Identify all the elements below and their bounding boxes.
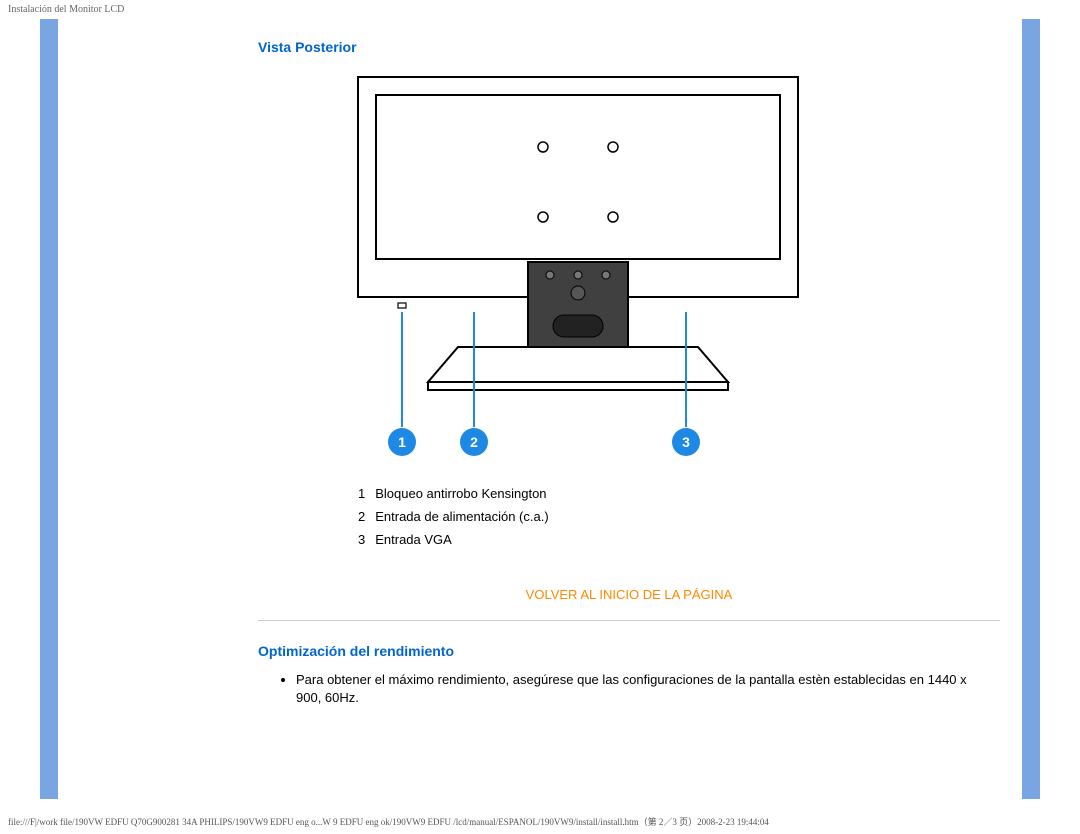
monitor-rear-diagram: 1 2 3: [298, 67, 1000, 470]
svg-text:3: 3: [682, 434, 690, 450]
svg-text:1: 1: [398, 434, 406, 450]
left-sidebar-bar: [40, 19, 58, 799]
legend-num: 2: [358, 505, 375, 528]
page-footer-path: file:///F|/work file/190VW EDFU Q70G9002…: [8, 815, 769, 828]
rear-legend-table: 1 Bloqueo antirrobo Kensington 2 Entrada…: [358, 482, 559, 551]
back-to-top-link[interactable]: VOLVER AL INICIO DE LA PÁGINA: [526, 587, 733, 602]
page-header: Instalación del Monitor LCD: [0, 0, 1080, 19]
svg-text:2: 2: [470, 434, 478, 450]
vista-posterior-heading: Vista Posterior: [258, 39, 1000, 55]
legend-label: Entrada de alimentación (c.a.): [375, 505, 558, 528]
right-sidebar-bar: [1022, 19, 1040, 799]
legend-num: 1: [358, 482, 375, 505]
legend-label: Entrada VGA: [375, 528, 558, 551]
table-row: 1 Bloqueo antirrobo Kensington: [358, 482, 559, 505]
legend-num: 3: [358, 528, 375, 551]
list-item: Para obtener el máximo rendimiento, aseg…: [296, 671, 980, 706]
table-row: 3 Entrada VGA: [358, 528, 559, 551]
table-row: 2 Entrada de alimentación (c.a.): [358, 505, 559, 528]
performance-bullet-list: Para obtener el máximo rendimiento, aseg…: [296, 671, 980, 706]
section-divider: [258, 620, 1000, 621]
legend-label: Bloqueo antirrobo Kensington: [375, 482, 558, 505]
optimizacion-heading: Optimización del rendimiento: [258, 643, 1000, 659]
